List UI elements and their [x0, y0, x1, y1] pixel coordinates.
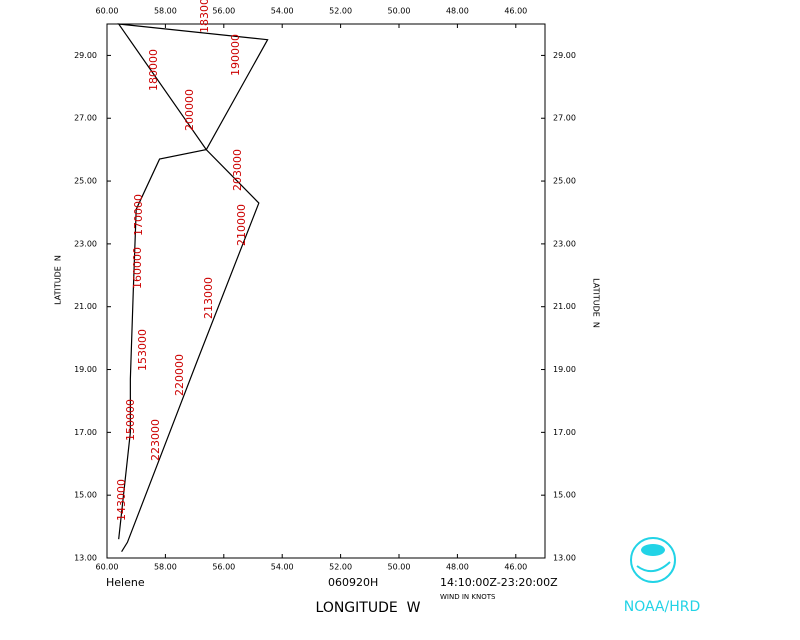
- flight-track: [117, 23, 269, 553]
- x-tick-label-top: 58.00: [154, 7, 177, 16]
- y-tick-label: 13.00: [74, 554, 97, 563]
- y-tick-label-right: 15.00: [553, 491, 576, 500]
- x-tick-label: 52.00: [329, 563, 352, 572]
- x-tick-label-top: 54.00: [271, 7, 294, 16]
- y-axis-label-right: LATITUDE N: [592, 278, 601, 328]
- time-label: 153000: [136, 329, 149, 371]
- time-label: 150000: [124, 399, 137, 441]
- y-tick-label-right: 17.00: [553, 428, 576, 437]
- storm-name: Helene: [106, 576, 145, 589]
- y-tick-label: 17.00: [74, 428, 97, 437]
- credit: NOAA/HRD: [624, 599, 701, 615]
- x-tick-label: 58.00: [154, 563, 177, 572]
- x-tick-label-top: 60.00: [96, 7, 119, 16]
- y-tick-label-right: 21.00: [553, 302, 576, 311]
- y-tick-label: 27.00: [74, 114, 97, 123]
- time-label: 143000: [115, 479, 128, 521]
- y-tick-label-right: 27.00: [553, 114, 576, 123]
- y-tick-label: 19.00: [74, 365, 97, 374]
- date: 060920H: [328, 576, 378, 589]
- time-label: 170000: [132, 194, 145, 236]
- x-tick-label: 60.00: [96, 563, 119, 572]
- time-label: 223000: [149, 419, 162, 461]
- y-tick-label: 15.00: [74, 491, 97, 500]
- y-tick-label-right: 13.00: [553, 554, 576, 563]
- logo: [630, 537, 676, 583]
- plot-frame: [106, 23, 546, 559]
- y-tick-label: 25.00: [74, 177, 97, 186]
- y-tick-label: 29.00: [74, 51, 97, 60]
- time-label: 183000: [198, 0, 211, 33]
- time-label: 210000: [235, 204, 248, 246]
- time-label: 220000: [173, 354, 186, 396]
- x-tick-label-top: 50.00: [388, 7, 411, 16]
- time-label: 160000: [131, 247, 144, 289]
- x-tick-label-top: 48.00: [446, 7, 469, 16]
- y-tick-label: 21.00: [74, 302, 97, 311]
- x-tick-label-top: 52.00: [329, 7, 352, 16]
- time-label: 213000: [202, 277, 215, 319]
- y-tick-label-right: 19.00: [553, 365, 576, 374]
- time-label: 200000: [183, 89, 196, 131]
- x-tick-label-top: 46.00: [504, 7, 527, 16]
- time-label: 180000: [147, 49, 160, 91]
- x-tick-label: 48.00: [446, 563, 469, 572]
- x-axis-label: LONGITUDE W: [316, 600, 421, 616]
- time-label: 203000: [231, 149, 244, 191]
- y-tick-label-right: 23.00: [553, 239, 576, 248]
- y-tick-label: 23.00: [74, 239, 97, 248]
- x-tick-label: 46.00: [504, 563, 527, 572]
- wind-note: WIND IN KNOTS: [440, 593, 496, 601]
- time-label: 190000: [229, 34, 242, 76]
- x-tick-label: 56.00: [212, 563, 235, 572]
- time-range: 14:10:00Z-23:20:00Z: [440, 576, 558, 589]
- x-tick-label-top: 56.00: [212, 7, 235, 16]
- y-tick-label-right: 29.00: [553, 51, 576, 60]
- x-tick-label: 50.00: [388, 563, 411, 572]
- y-axis-label: LATITUDE N: [54, 255, 63, 305]
- y-tick-label-right: 25.00: [553, 177, 576, 186]
- x-tick-label: 54.00: [271, 563, 294, 572]
